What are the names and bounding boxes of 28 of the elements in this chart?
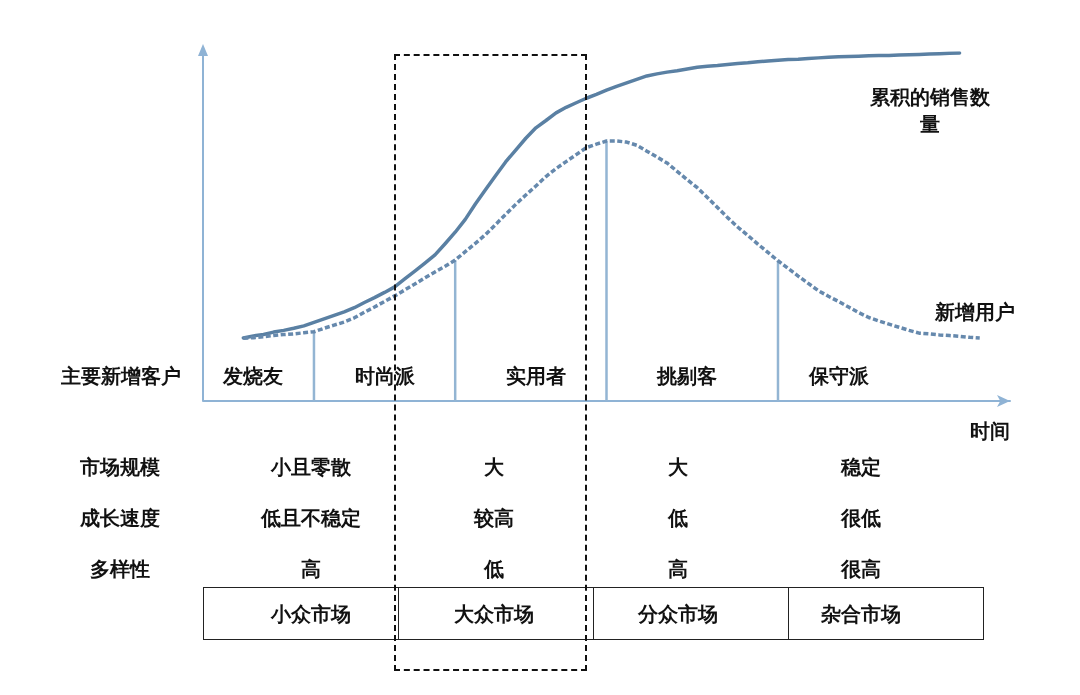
text: 低 [484,557,505,581]
text: 高 [301,557,321,581]
x-tick-label: 实用者 [505,364,566,388]
text: 稳定 [840,455,881,479]
text: 大 [667,455,688,479]
text: 低 [667,506,688,530]
text: 很高 [840,557,881,581]
text: 小且零散 [271,455,351,479]
category-label: 分众市场 [637,601,718,626]
category-label: 市场规模 [80,455,160,479]
text: 低且不稳定 [261,506,361,530]
series-label: 累积的销售数量 [868,84,991,136]
text: 很低 [840,506,881,530]
text: 大 [484,455,505,479]
text: 主要新增客户 [60,364,181,388]
x-tick-label: 发烧友 [222,364,284,388]
category-label: 多样性 [90,557,150,581]
series-label: 新增用户 [933,300,1015,325]
x-axis-title: 时间 [970,419,1010,443]
category-label: 成长速度 [80,506,160,530]
x-tick-label: 时尚派 [354,364,416,388]
x-tick-label: 保守派 [807,364,870,388]
text: 较高 [474,506,515,530]
category-label: 大众市场 [454,601,535,626]
x-tick-label: 挑剔客 [656,364,718,388]
category-label: 杂合市场 [820,601,901,626]
category-label: 小众市场 [271,601,351,626]
text: 高 [667,557,688,581]
